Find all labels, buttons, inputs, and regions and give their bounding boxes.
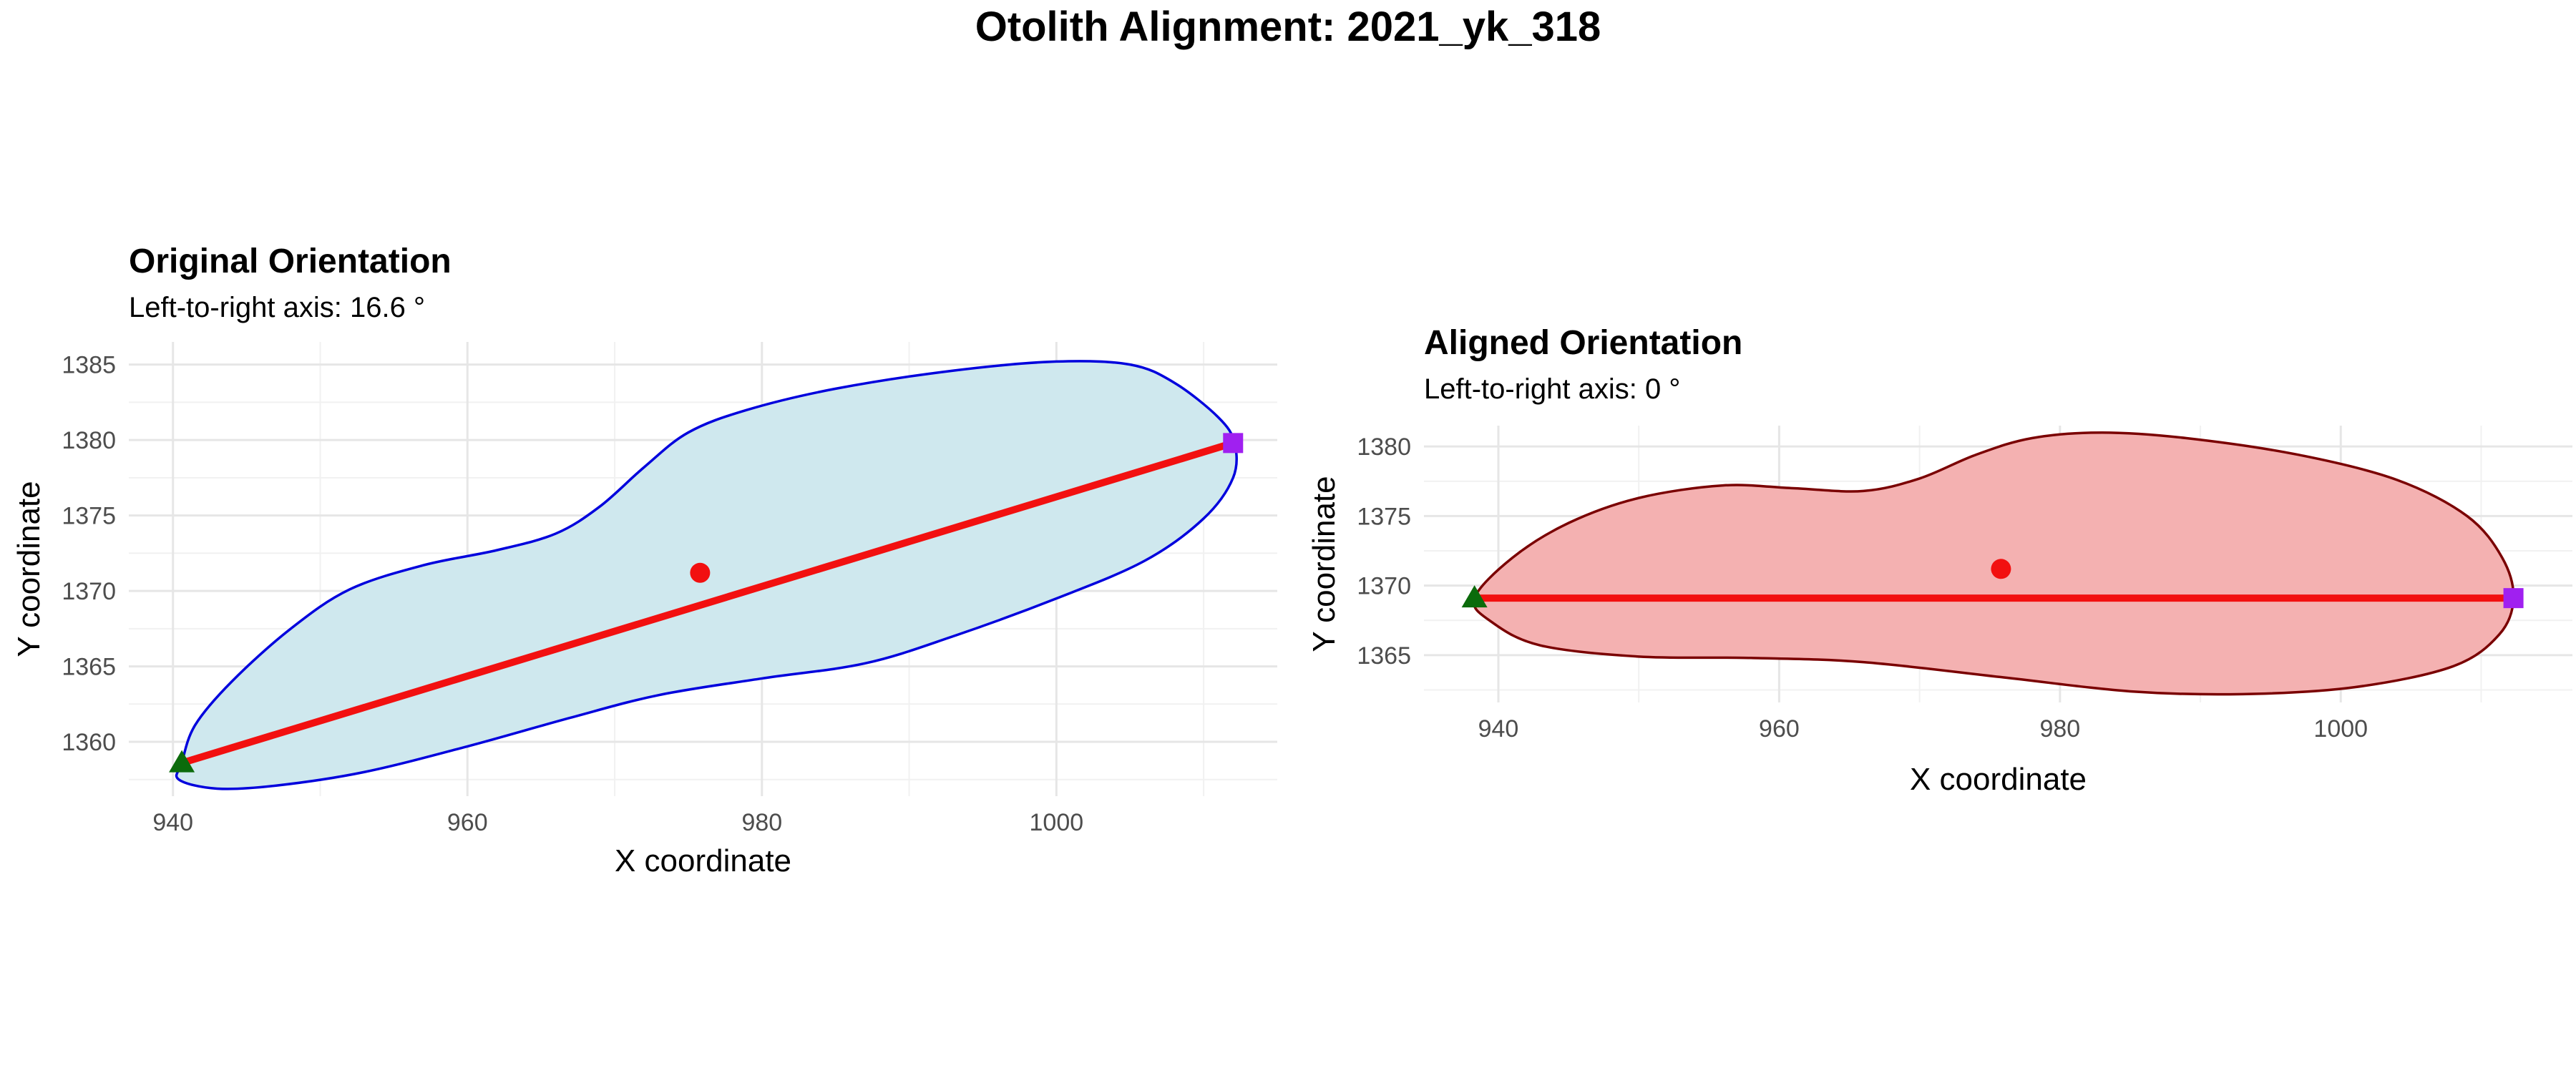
x-axis-label: X coordinate <box>615 843 791 878</box>
panel-subtitle-aligned: Left-to-right axis: 0 ° <box>1424 373 1681 405</box>
x-tick-label: 940 <box>152 809 193 836</box>
y-tick-label: 1365 <box>1357 642 1411 670</box>
left-end-point <box>169 750 195 773</box>
y-tick-label: 1365 <box>62 654 116 681</box>
x-axis-label: X coordinate <box>1910 762 2087 797</box>
original-orientation-panel: 940 960 980 1000 1360 1365 1370 1375 1380 1385 X c… <box>11 342 1277 878</box>
y-tick-label: 1380 <box>62 427 116 454</box>
x-tick-label: 1000 <box>1030 809 1084 836</box>
left-to-right-axis-line <box>180 439 1234 767</box>
x-tick-label: 960 <box>447 809 488 836</box>
right-end-point <box>1223 433 1244 454</box>
centroid-point <box>1991 559 2011 579</box>
x-tick-label: 1000 <box>2313 715 2368 743</box>
y-tick-label: 1370 <box>1357 573 1411 600</box>
y-axis-label: Y coordinate <box>1307 476 1342 652</box>
aligned-orientation-panel: 940 960 980 1000 1365 1370 1375 1380 X coordinat… <box>1307 426 2572 797</box>
y-tick-label: 1370 <box>62 578 116 605</box>
right-end-point <box>2503 588 2524 609</box>
x-tick-label: 960 <box>1759 715 1800 743</box>
y-tick-label: 1385 <box>62 352 116 379</box>
x-tick-label: 940 <box>1478 715 1519 743</box>
centroid-point <box>690 562 711 583</box>
y-axis-label: Y coordinate <box>11 481 47 657</box>
left-end-point <box>1461 585 1488 608</box>
y-tick-label: 1375 <box>62 503 116 530</box>
panel-title-aligned: Aligned Orientation <box>1424 324 1743 362</box>
y-tick-label: 1375 <box>1357 503 1411 530</box>
panel-subtitle-original: Left-to-right axis: 16.6 ° <box>129 292 425 323</box>
figure-title: Otolith Alignment: 2021_yk_318 <box>975 4 1601 50</box>
y-tick-label: 1360 <box>62 729 116 756</box>
x-tick-label: 980 <box>741 809 782 836</box>
x-tick-label: 980 <box>2039 715 2080 743</box>
panel-title-original: Original Orientation <box>129 242 452 280</box>
y-tick-label: 1380 <box>1357 433 1411 461</box>
